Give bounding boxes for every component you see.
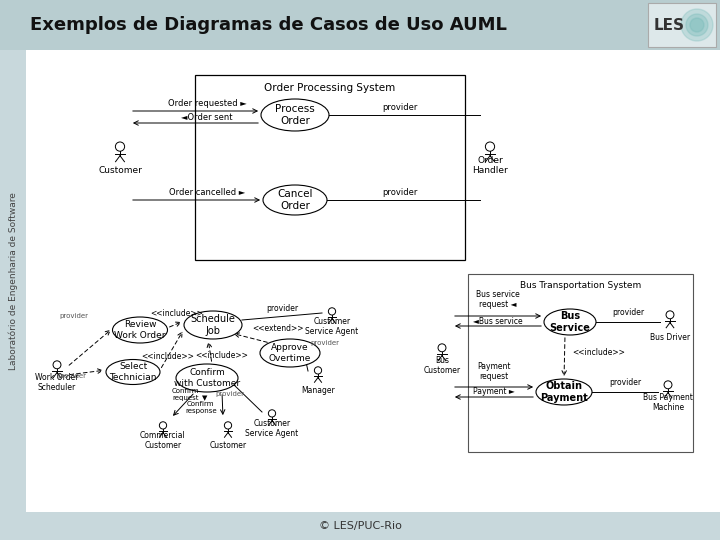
Text: Approve
Overtime: Approve Overtime	[269, 343, 311, 363]
Text: Obtain
Payment: Obtain Payment	[540, 381, 588, 403]
Text: ◄Order sent: ◄Order sent	[181, 113, 233, 122]
Text: Cancel
Order: Cancel Order	[277, 189, 312, 211]
Text: provider: provider	[310, 340, 339, 346]
Bar	[648, 3, 716, 47]
Text: provider: provider	[612, 308, 644, 317]
Text: Customer: Customer	[98, 166, 142, 175]
Text: ◄Bus service: ◄Bus service	[473, 317, 523, 326]
Text: Review
Work Order: Review Work Order	[114, 320, 166, 340]
Ellipse shape	[544, 309, 596, 335]
Text: Customer
Service Agent: Customer Service Agent	[305, 316, 359, 336]
Text: Commercial
Customer: Commercial Customer	[140, 430, 186, 450]
Text: provider: provider	[382, 103, 418, 112]
Text: Select
Technician: Select Technician	[109, 362, 157, 382]
Ellipse shape	[263, 185, 327, 215]
Bar	[468, 274, 693, 452]
Ellipse shape	[176, 364, 238, 392]
Ellipse shape	[260, 339, 320, 367]
Text: Confirm
response: Confirm response	[185, 401, 217, 414]
Bar	[0, 512, 720, 540]
Ellipse shape	[106, 360, 160, 384]
Text: provider: provider	[57, 373, 86, 379]
Text: Order Processing System: Order Processing System	[264, 83, 395, 93]
Text: Bus service
request ◄: Bus service request ◄	[476, 289, 520, 309]
Circle shape	[438, 344, 446, 352]
Ellipse shape	[112, 317, 168, 343]
Text: provider: provider	[266, 304, 298, 313]
Circle shape	[686, 14, 708, 36]
Text: <<include>>: <<include>>	[141, 352, 194, 361]
Circle shape	[328, 308, 336, 315]
Text: provider: provider	[609, 378, 641, 387]
Text: Bus Driver: Bus Driver	[650, 333, 690, 342]
Text: Exemplos de Diagramas de Casos de Uso AUML: Exemplos de Diagramas de Casos de Uso AU…	[30, 16, 507, 34]
Text: <<include>>: <<include>>	[195, 351, 248, 360]
Text: <<include>>: <<include>>	[150, 309, 203, 318]
Text: Customer: Customer	[210, 441, 246, 450]
Circle shape	[485, 142, 495, 151]
Bar	[0, 50, 26, 512]
Bar	[0, 0, 720, 50]
Text: LES: LES	[654, 17, 685, 32]
Text: Order
Handler: Order Handler	[472, 156, 508, 175]
Text: <<extend>>: <<extend>>	[252, 324, 304, 333]
Circle shape	[664, 381, 672, 389]
Bar	[195, 75, 465, 260]
Text: Process
Order: Process Order	[275, 104, 315, 126]
Text: provider: provider	[59, 313, 88, 319]
Ellipse shape	[184, 311, 242, 339]
Text: Bus Payment
Machine: Bus Payment Machine	[643, 393, 693, 412]
Text: Bus
Customer: Bus Customer	[423, 356, 461, 375]
Text: Payment
request: Payment request	[477, 362, 510, 381]
Circle shape	[53, 361, 61, 369]
Text: Confirm
request: Confirm request	[172, 388, 199, 401]
Text: provider: provider	[382, 188, 418, 197]
Text: Bus Transportation System: Bus Transportation System	[520, 281, 641, 290]
Text: Work Order
Scheduler: Work Order Scheduler	[35, 373, 78, 392]
Circle shape	[269, 410, 276, 417]
Text: Laboratório de Engenharia de Software: Laboratório de Engenharia de Software	[8, 192, 18, 370]
Text: Manager: Manager	[301, 386, 335, 395]
Text: <<include>>: <<include>>	[572, 348, 625, 357]
Text: ▼: ▼	[202, 395, 207, 401]
Text: Order cancelled ►: Order cancelled ►	[169, 188, 245, 197]
Circle shape	[681, 9, 713, 41]
Text: Bus
Service: Bus Service	[549, 311, 590, 333]
Ellipse shape	[536, 379, 592, 405]
Circle shape	[159, 422, 166, 429]
Text: Order requested ►: Order requested ►	[168, 99, 246, 108]
Text: Confirm
with Customer: Confirm with Customer	[174, 368, 240, 388]
Text: Schedule
Job: Schedule Job	[191, 314, 235, 336]
Circle shape	[690, 18, 704, 32]
Ellipse shape	[261, 99, 329, 131]
Circle shape	[666, 311, 674, 319]
Text: © LES/PUC-Rio: © LES/PUC-Rio	[318, 521, 402, 531]
Text: Payment ►: Payment ►	[473, 387, 515, 396]
Circle shape	[115, 142, 125, 151]
Circle shape	[225, 422, 232, 429]
Text: Customer
Service Agent: Customer Service Agent	[246, 418, 299, 438]
Text: provider: provider	[215, 391, 244, 397]
Circle shape	[315, 367, 322, 374]
